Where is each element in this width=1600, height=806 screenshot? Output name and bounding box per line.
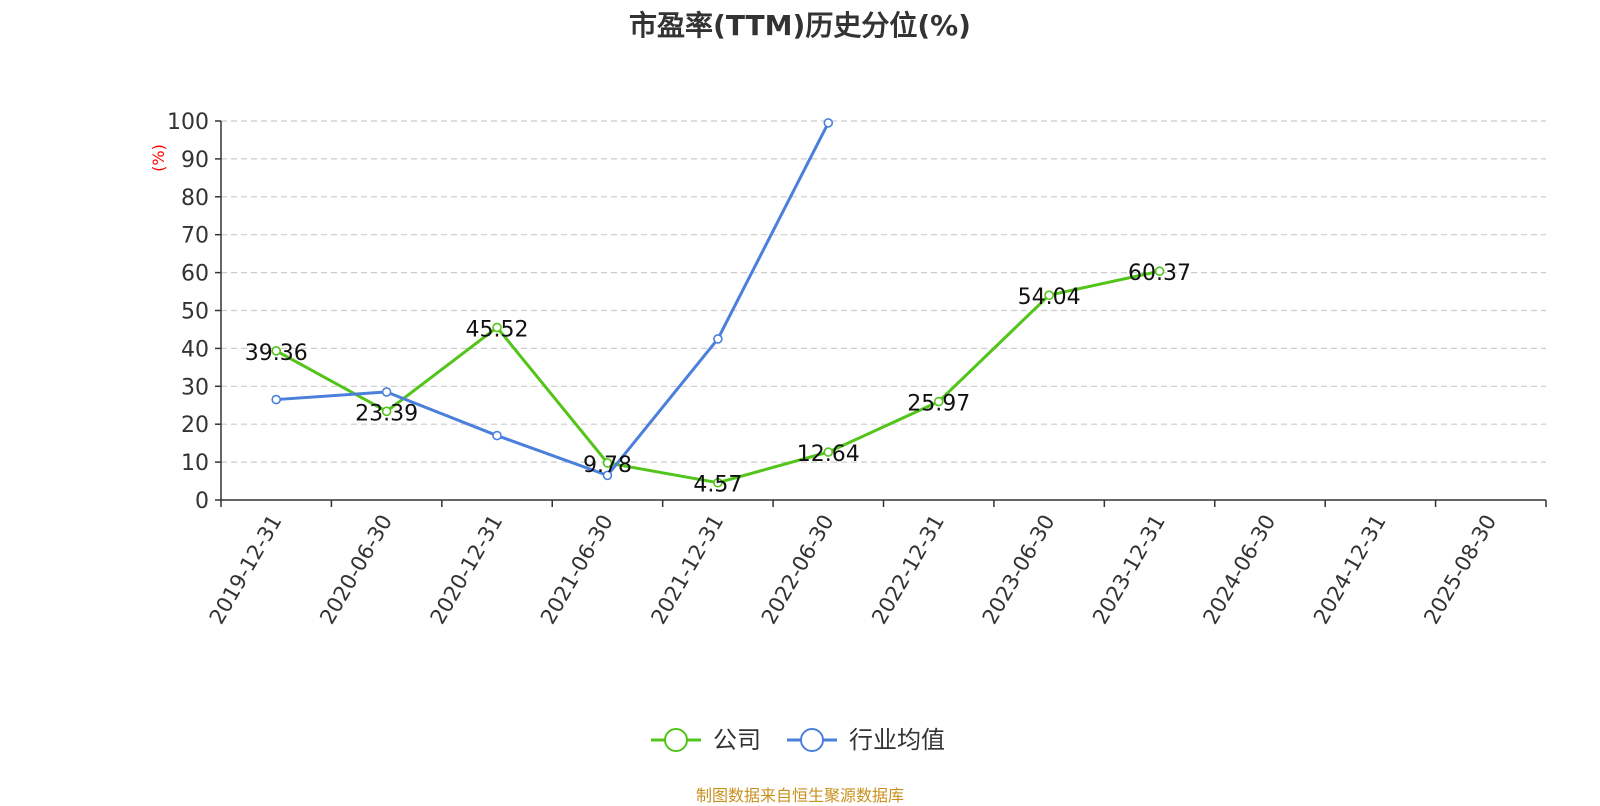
y-tick-label: 80 <box>181 186 209 211</box>
series-lines <box>271 118 1165 488</box>
data-label: 39.36 <box>245 341 308 366</box>
x-tick-label: 2023-06-30 <box>978 511 1060 629</box>
axes: 0 10 20 30 40 50 60 70 80 90 100 (%) 2019-12-31 2020-… <box>149 110 1547 629</box>
x-tick-label: 2022-06-30 <box>757 511 839 629</box>
data-labels: 39.36 23.39 45.52 9.78 4.57 12.64 25.97 54.04 60… <box>245 261 1191 497</box>
data-point <box>381 387 392 397</box>
y-tick-label: 100 <box>167 110 209 135</box>
data-label: 9.78 <box>583 453 632 478</box>
x-tick-label: 2022-12-31 <box>867 511 949 629</box>
legend-item-2[interactable]: 行业均值 <box>787 726 945 754</box>
x-tick-label: 2021-06-30 <box>536 511 618 629</box>
data-point <box>823 447 834 457</box>
x-tick-label: 2019-12-31 <box>205 511 287 629</box>
y-tick-label: 10 <box>181 451 209 476</box>
series-line-2 <box>276 122 830 477</box>
chart-title: 市盈率(TTM)历史分位(%) <box>629 9 971 42</box>
x-tick-label: 2020-12-31 <box>426 511 508 629</box>
legend-label: 行业均值 <box>849 726 945 754</box>
data-point <box>492 322 502 333</box>
data-label: 25.97 <box>907 392 970 417</box>
x-tick-label: 2021-12-31 <box>646 511 728 629</box>
data-label: 54.04 <box>1018 285 1081 310</box>
data-label: 4.57 <box>693 473 742 498</box>
x-tick-label: 2023-12-31 <box>1088 511 1170 629</box>
x-tick-label: 2024-12-31 <box>1309 511 1391 629</box>
legend-item-1[interactable]: 公司 <box>651 726 761 754</box>
data-point <box>381 406 392 417</box>
y-tick-label: 30 <box>181 375 209 400</box>
x-tick-label: 2020-06-30 <box>315 511 397 629</box>
x-tick-label: 2024-06-30 <box>1198 511 1280 629</box>
y-tick-label: 60 <box>181 262 209 287</box>
legend-label: 公司 <box>713 726 761 754</box>
y-tick-label: 20 <box>181 413 209 438</box>
legend-marker <box>800 728 824 752</box>
grid-lines <box>221 120 1546 463</box>
source-note: 制图数据来自恒生聚源数据库 <box>695 786 904 805</box>
data-point <box>602 458 613 468</box>
data-point <box>271 346 282 356</box>
data-label: 60.37 <box>1128 261 1191 286</box>
data-point <box>492 430 502 441</box>
y-tick-label: 50 <box>181 300 209 325</box>
data-point <box>713 334 723 344</box>
data-point <box>713 477 723 488</box>
x-tick-label: 2025-08-30 <box>1419 511 1501 629</box>
y-tick-label: 0 <box>195 489 209 514</box>
data-label: 12.64 <box>797 442 860 467</box>
y-tick-label: 70 <box>181 224 209 249</box>
y-tick-label: 40 <box>181 337 209 362</box>
legend[interactable]: 公司 行业均值 <box>651 726 945 754</box>
data-point <box>933 396 944 407</box>
data-point <box>271 394 282 405</box>
data-point <box>1044 290 1054 300</box>
data-point <box>602 470 613 481</box>
y-tick-label: 90 <box>181 148 209 173</box>
data-label: 23.39 <box>355 401 418 426</box>
legend-marker <box>664 728 688 752</box>
data-label: 45.52 <box>466 317 529 342</box>
data-point <box>823 118 834 128</box>
data-point <box>1154 266 1165 276</box>
y-axis-unit-label: (%) <box>149 144 168 172</box>
